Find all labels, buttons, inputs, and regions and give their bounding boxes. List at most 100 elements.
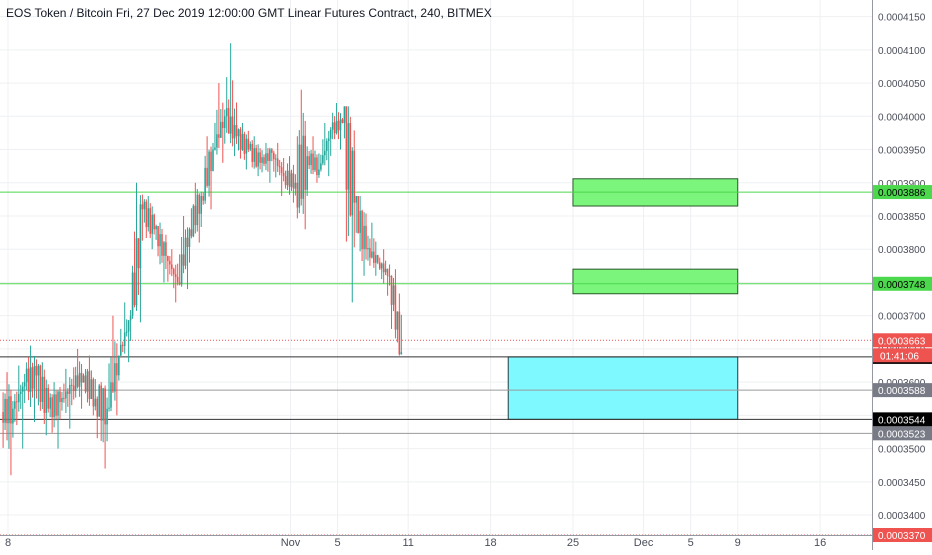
candle-body xyxy=(298,144,301,208)
support-zone-rect[interactable] xyxy=(507,356,739,420)
candle-body xyxy=(76,375,79,387)
price-axis-tick-label: 0.0004000 xyxy=(878,112,926,123)
candle-body xyxy=(327,138,330,142)
time-axis-tick-label: 16 xyxy=(814,537,826,549)
candle-body xyxy=(284,176,287,186)
candle-body xyxy=(184,237,187,266)
candle-body xyxy=(94,398,97,407)
candle-body xyxy=(324,150,326,156)
price-axis-tick-label: 0.0003400 xyxy=(878,511,926,522)
candle-body xyxy=(19,391,22,394)
candle-body xyxy=(176,276,179,283)
candle-body xyxy=(49,397,51,409)
candle-body xyxy=(394,285,397,330)
candle-body xyxy=(353,150,356,203)
candle-body xyxy=(359,210,361,233)
candle-body xyxy=(198,194,201,214)
candle-body xyxy=(51,397,53,418)
candle-body xyxy=(300,144,303,199)
candle-body xyxy=(339,119,342,131)
time-axis-tick-label: 25 xyxy=(567,537,579,549)
candle-body xyxy=(274,158,277,160)
candle-body xyxy=(65,391,67,399)
candle-body xyxy=(12,408,14,424)
candle-body xyxy=(100,385,102,421)
time-axis-tick-label: 5 xyxy=(334,537,340,549)
candle-body xyxy=(102,388,104,421)
candle-body xyxy=(139,204,142,269)
candle-body xyxy=(302,135,305,199)
candle-body xyxy=(92,379,95,407)
candle-body xyxy=(282,172,285,177)
candle-body xyxy=(273,152,275,160)
candle-body xyxy=(190,229,193,237)
candle-body xyxy=(4,398,6,423)
candle-body xyxy=(141,204,144,210)
candle-body xyxy=(241,134,244,150)
price-label-badge xyxy=(873,383,932,398)
candle-body xyxy=(216,134,218,148)
candle-body xyxy=(72,385,75,392)
candle-body xyxy=(239,129,242,150)
candle-body xyxy=(225,108,228,117)
candle-body xyxy=(233,125,236,139)
candle-body xyxy=(296,182,299,208)
candle-body xyxy=(316,157,318,176)
price-label-text: 0.0003523 xyxy=(878,429,926,440)
candle-body xyxy=(235,125,238,137)
candle-body xyxy=(243,134,246,154)
candle-body xyxy=(147,208,150,228)
price-axis-tick-label: 0.0004150 xyxy=(878,13,926,24)
candle-body xyxy=(222,121,224,129)
candle-body xyxy=(202,196,204,201)
price-axis-tick-label: 0.0003500 xyxy=(878,445,926,456)
candles xyxy=(2,43,403,476)
price-label-text: 0.0003886 xyxy=(878,188,926,199)
candle-body xyxy=(21,386,24,392)
candle-body xyxy=(294,182,297,189)
candle-body xyxy=(361,210,363,250)
candle-body xyxy=(304,135,306,190)
candle-body xyxy=(157,226,159,247)
candle-body xyxy=(90,379,93,400)
time-axis-tick-label: 11 xyxy=(402,537,413,549)
chart-title: EOS Token / Bitcoin Fri, 27 Dec 2019 12:… xyxy=(6,6,492,20)
candle-body xyxy=(371,251,373,258)
candle-body xyxy=(43,376,46,413)
candle-body xyxy=(378,262,381,269)
candle-body xyxy=(314,157,316,171)
price-axis-tick-label: 0.0003850 xyxy=(878,212,926,223)
price-label-badge xyxy=(873,412,932,427)
candle-body xyxy=(271,149,273,153)
candle-body xyxy=(167,255,169,261)
candle-body xyxy=(229,116,232,134)
candle-body xyxy=(133,272,136,306)
candle-body xyxy=(78,372,81,387)
candle-body xyxy=(63,397,65,399)
candle-body xyxy=(151,214,153,234)
candle-body xyxy=(355,196,357,203)
candle-body xyxy=(110,382,112,408)
candle-body xyxy=(80,372,83,383)
candle-body xyxy=(135,238,138,306)
candle-body xyxy=(386,268,389,276)
candle-body xyxy=(121,344,124,346)
candle-body xyxy=(125,331,128,333)
candle-body xyxy=(265,153,267,164)
candle-body xyxy=(396,311,399,330)
price-label-text: 0.0003370 xyxy=(878,531,926,542)
candle-body xyxy=(318,169,320,176)
candle-body xyxy=(47,387,50,409)
candle-body xyxy=(373,251,375,263)
price-label-text: 0.0003588 xyxy=(878,386,926,397)
price-axis[interactable]: 0.00034000.00034500.00035000.00035500.00… xyxy=(872,0,926,550)
candle-body xyxy=(10,396,12,424)
time-axis[interactable]: 8 Nov 5 11 18 25 Dec 5 9 16 xyxy=(0,535,872,550)
candle-body xyxy=(310,153,312,166)
candle-body xyxy=(31,367,34,389)
resistance-zone-rect[interactable] xyxy=(572,268,739,295)
countdown-badge xyxy=(873,348,932,363)
candle-body xyxy=(114,363,116,392)
